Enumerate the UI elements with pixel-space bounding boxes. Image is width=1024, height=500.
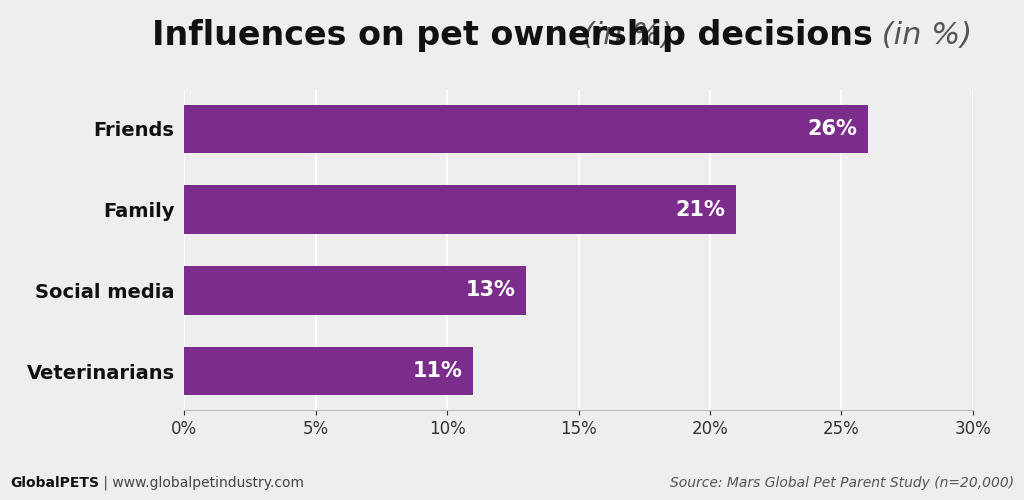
Bar [184, 186, 736, 234]
Text: Source: Mars Global Pet Parent Study (n=20,000): Source: Mars Global Pet Parent Study (n=… [670, 476, 1014, 490]
Text: GlobalPETS: GlobalPETS [10, 476, 99, 490]
Text: (in %): (in %) [573, 20, 674, 50]
Text: 13%: 13% [466, 280, 515, 300]
Text: 21%: 21% [676, 200, 726, 220]
Bar [184, 266, 526, 314]
Text: (in %): (in %) [872, 20, 973, 50]
Text: 26%: 26% [807, 119, 857, 139]
Text: | www.globalpetindustry.com: | www.globalpetindustry.com [99, 476, 304, 490]
Text: Influences on pet ownership decisions: Influences on pet ownership decisions [152, 18, 872, 52]
Bar [184, 347, 473, 396]
Bar [184, 104, 867, 153]
Text: 11%: 11% [413, 361, 463, 381]
